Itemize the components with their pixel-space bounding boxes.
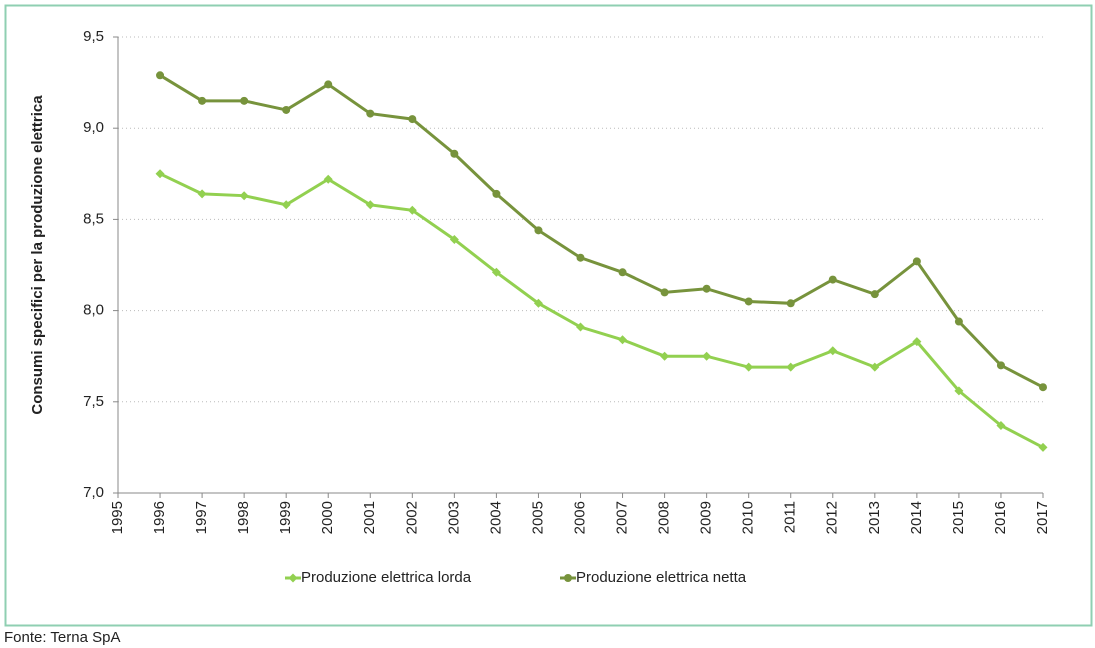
marker [954,317,963,326]
marker [744,362,754,372]
marker [533,298,543,308]
x-tick-label: 1995 [109,501,126,534]
marker [996,421,1006,431]
marker [240,96,249,105]
x-tick-label: 2014 [908,501,925,534]
x-tick-label: 1998 [235,501,252,534]
marker [702,351,712,361]
marker [492,189,501,198]
legend-label: Produzione elettrica netta [576,569,747,586]
x-tick-label: 1996 [151,501,168,534]
y-tick-label: 8,5 [83,210,104,227]
x-tick-label: 2015 [950,501,967,534]
x-tick-label: 1999 [277,501,294,534]
marker [744,297,753,306]
y-axis-label: Consumi specifici per la produzione elet… [29,95,46,415]
marker [324,80,333,89]
marker [870,362,880,372]
marker [282,105,291,114]
marker [828,275,837,284]
x-tick-label: 1997 [193,501,210,534]
x-tick-label: 2009 [698,501,715,534]
marker [576,322,585,332]
x-tick-label: 2010 [740,501,757,534]
marker [198,96,207,105]
marker [449,234,459,244]
x-tick-label: 2008 [656,501,673,534]
line [159,74,1044,389]
x-tick-label: 2016 [992,501,1009,534]
marker [155,169,165,179]
x-tick-label: 2003 [445,501,462,534]
x-tick-label: 2001 [361,501,378,534]
marker [576,253,585,262]
marker [912,337,922,347]
legend-label: Produzione elettrica lorda [301,569,472,586]
marker [491,267,501,277]
marker [786,299,795,308]
marker [156,71,165,80]
marker [239,191,249,201]
marker [197,189,207,199]
marker [660,351,670,361]
y-tick-label: 9,0 [83,119,104,136]
line [159,172,1044,449]
x-tick-label: 2005 [529,501,546,534]
x-tick-label: 2017 [1034,501,1051,534]
source: Fonte: Terna SpA [4,629,120,646]
marker [1039,383,1047,392]
marker [407,205,417,215]
marker [288,573,298,583]
x-tick-label: 2000 [319,501,336,534]
marker [1038,442,1048,452]
x-tick-label: 2004 [487,501,504,534]
chart-border [4,4,1093,627]
marker [323,174,333,184]
marker [996,361,1005,370]
marker [408,115,417,124]
marker [954,386,964,396]
marker [702,284,711,293]
marker [618,335,628,345]
x-tick-label: 2012 [824,501,841,534]
marker [786,362,796,372]
x-tick-label: 2002 [403,501,420,534]
y-tick-label: 8,0 [83,302,104,319]
x-tick-label: 2011 [782,501,799,533]
marker [912,257,921,266]
marker [660,288,669,297]
marker [870,290,879,299]
y-tick-label: 7,0 [83,484,104,501]
marker [534,226,543,235]
x-tick-label: 2007 [614,501,631,534]
x-tick-label: 2006 [571,501,588,534]
marker [450,149,459,158]
y-tick-label: 9,5 [83,28,104,45]
marker [828,346,838,356]
y-tick-label: 7,5 [83,393,104,410]
marker [365,200,375,210]
marker [618,268,627,277]
marker [564,574,572,582]
marker [281,200,291,210]
marker [366,109,375,118]
x-tick-label: 2013 [866,501,883,534]
